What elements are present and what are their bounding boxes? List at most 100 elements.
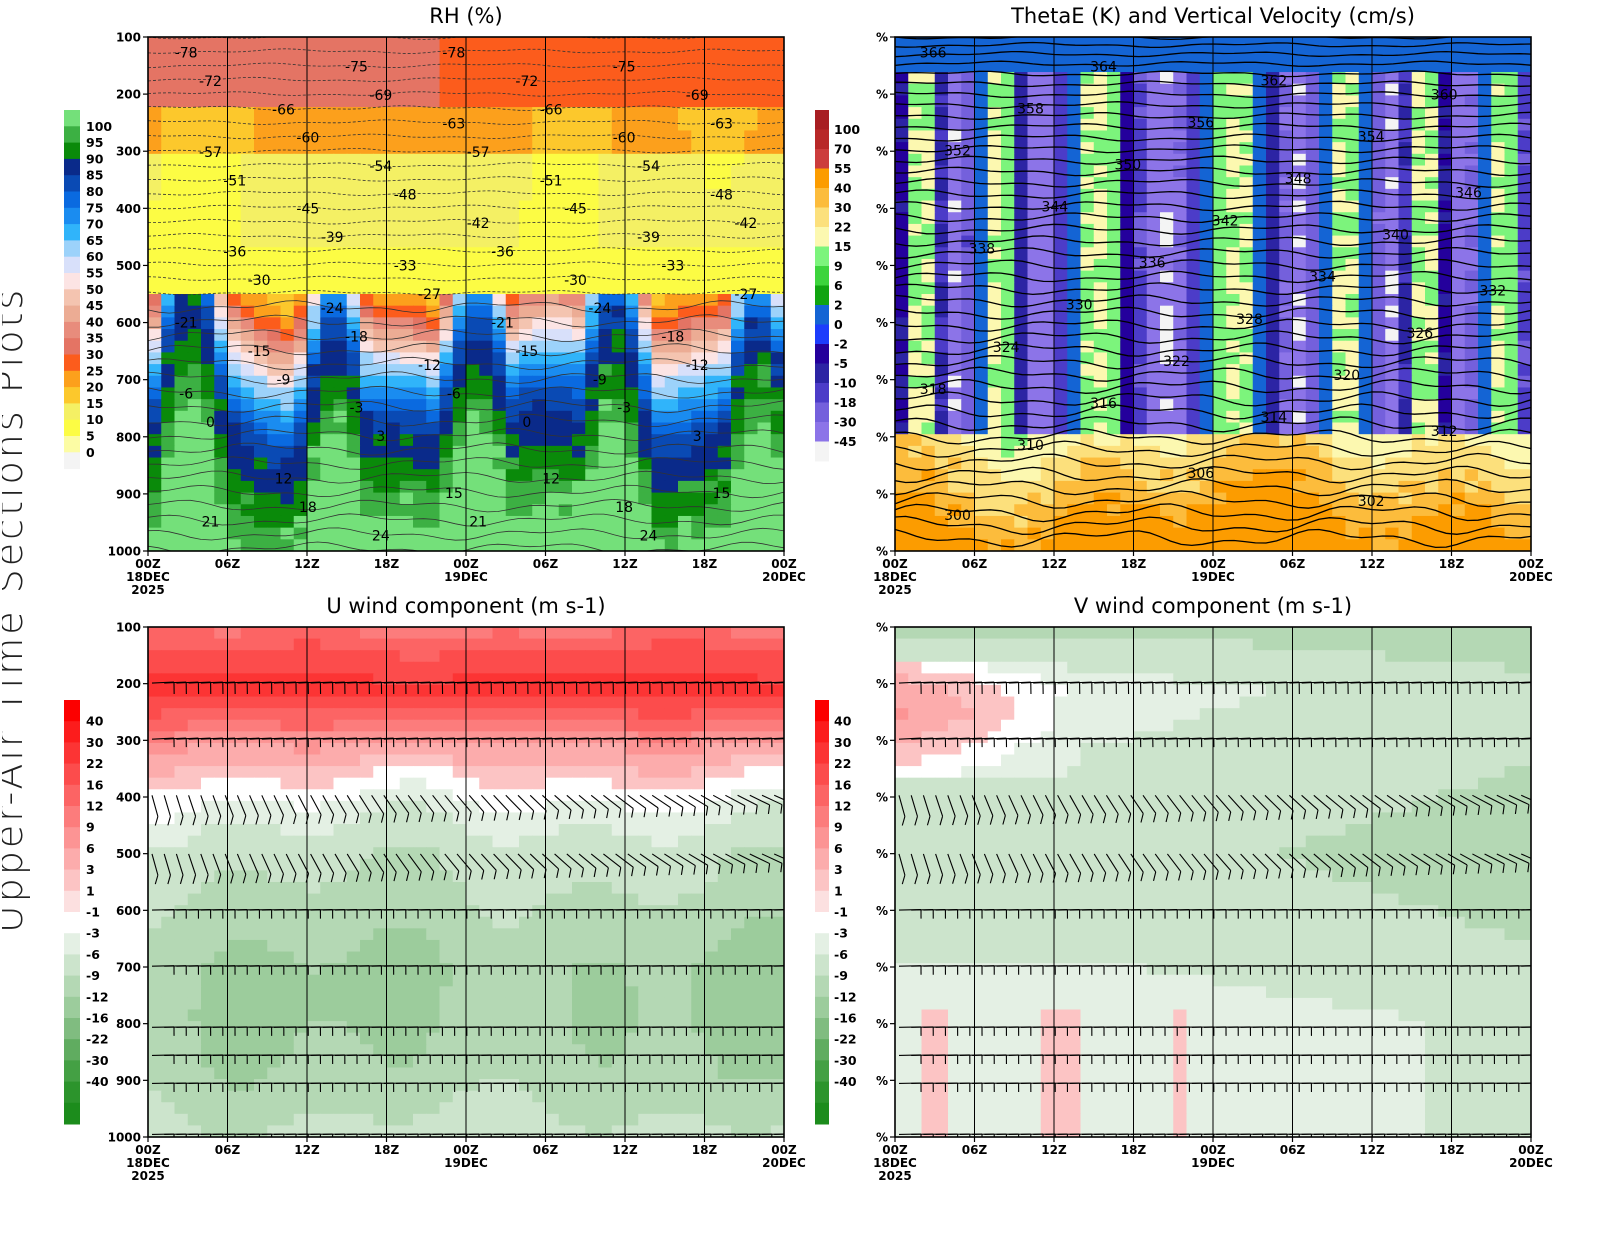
rh-cell <box>161 376 175 388</box>
thetae-cell <box>1452 107 1466 119</box>
rh-cell <box>426 387 440 399</box>
rh-cell <box>320 84 334 96</box>
thetae-cell <box>1187 154 1201 166</box>
rh-cell <box>347 271 361 283</box>
rh-cell <box>744 247 758 259</box>
rh-cell <box>652 458 666 470</box>
rh-cell <box>652 504 666 516</box>
thetae-cell <box>1094 434 1108 446</box>
rh-cell <box>161 166 175 178</box>
rh-cell <box>572 72 586 84</box>
rh-cell <box>691 539 705 551</box>
rh-xtick-label: 18Z <box>692 557 718 571</box>
rh-cell <box>506 166 520 178</box>
rh-cell <box>267 504 281 516</box>
thetae-cell <box>1399 504 1413 516</box>
u_wind-cell <box>466 697 480 709</box>
thetae-cell <box>1107 259 1121 271</box>
thetae-colorbar-label: 9 <box>834 259 843 274</box>
rh-cell <box>400 458 414 470</box>
thetae-cell <box>1452 364 1466 376</box>
u_wind-cell <box>559 627 573 639</box>
thetae-cell <box>988 142 1002 154</box>
rh-cell <box>731 95 745 107</box>
rh-cell <box>678 177 692 189</box>
u_wind-cell <box>691 639 705 651</box>
thetae-cell <box>1266 294 1280 306</box>
thetae-cell <box>1412 352 1426 364</box>
thetae-cell <box>1465 236 1479 248</box>
thetae-cell <box>1173 376 1187 388</box>
thetae-cell <box>948 201 962 213</box>
rh-cell <box>426 271 440 283</box>
thetae-cell <box>1187 201 1201 213</box>
rh-cell <box>519 317 533 329</box>
rh-cell <box>585 72 599 84</box>
rh-cell <box>254 317 268 329</box>
u_wind-cell <box>638 627 652 639</box>
rh-cell <box>400 49 414 61</box>
thetae-cell <box>1107 84 1121 96</box>
thetae-cell <box>1213 37 1227 49</box>
rh-cell <box>572 224 586 236</box>
rh-cell <box>254 177 268 189</box>
thetae-cell <box>1226 294 1240 306</box>
thetae-cell <box>1518 119 1532 131</box>
thetae-cell <box>1028 516 1042 528</box>
thetae-cell <box>1173 236 1187 248</box>
u_wind-cell <box>201 708 215 720</box>
rh-cell <box>612 271 626 283</box>
rh-cell <box>678 528 692 540</box>
thetae-cell <box>1332 119 1346 131</box>
rh-cell <box>466 119 480 131</box>
rh-cell <box>493 84 507 96</box>
thetae-cell <box>1306 294 1320 306</box>
rh-cell <box>426 107 440 119</box>
thetae-cell <box>1094 329 1108 341</box>
thetae-colorbar-label: 6 <box>834 278 843 293</box>
rh-cell <box>440 72 454 84</box>
thetae-cell <box>1067 282 1081 294</box>
thetae-cell <box>1001 142 1015 154</box>
rh-cell <box>241 259 255 271</box>
thetae-cell <box>1067 387 1081 399</box>
thetae-cell <box>1385 539 1399 551</box>
rh-cell <box>625 212 639 224</box>
u_wind-cell <box>175 639 189 651</box>
rh-cell <box>148 317 162 329</box>
rh-colorbar-label: 40 <box>86 314 104 329</box>
rh-cell <box>254 539 268 551</box>
rh-title: RH (%) <box>429 4 502 28</box>
rh-cell <box>652 282 666 294</box>
rh-cell <box>599 130 613 142</box>
rh-cell <box>387 469 401 481</box>
thetae-cell <box>1014 387 1028 399</box>
rh-cell <box>479 177 493 189</box>
rh-cell <box>731 387 745 399</box>
rh-panel: RH (%)-78-78-75-75-72-72-69-69-66-66-63-… <box>0 0 800 600</box>
thetae-cell <box>1465 306 1479 318</box>
rh-cell <box>771 364 785 376</box>
rh-cell <box>758 458 772 470</box>
thetae-cell <box>1266 177 1280 189</box>
rh-cell <box>718 341 732 353</box>
rh-cell <box>413 481 427 493</box>
thetae-cell <box>1359 539 1373 551</box>
rh-cell <box>426 49 440 61</box>
thetae-cell <box>922 282 936 294</box>
thetae-cell <box>1067 539 1081 551</box>
thetae-cell <box>1505 306 1519 318</box>
thetae-cell <box>1001 271 1015 283</box>
rh-cell <box>373 49 387 61</box>
u_wind-cell <box>665 650 679 662</box>
u_wind-cell <box>479 627 493 639</box>
rh-cell <box>532 528 546 540</box>
rh-cell <box>758 201 772 213</box>
u_wind-cell <box>214 685 228 697</box>
u_wind-cell <box>426 627 440 639</box>
thetae-cell <box>1107 458 1121 470</box>
rh-cell <box>426 481 440 493</box>
thetae-cell <box>1505 154 1519 166</box>
rh-cell <box>254 528 268 540</box>
rh-cell <box>281 201 295 213</box>
